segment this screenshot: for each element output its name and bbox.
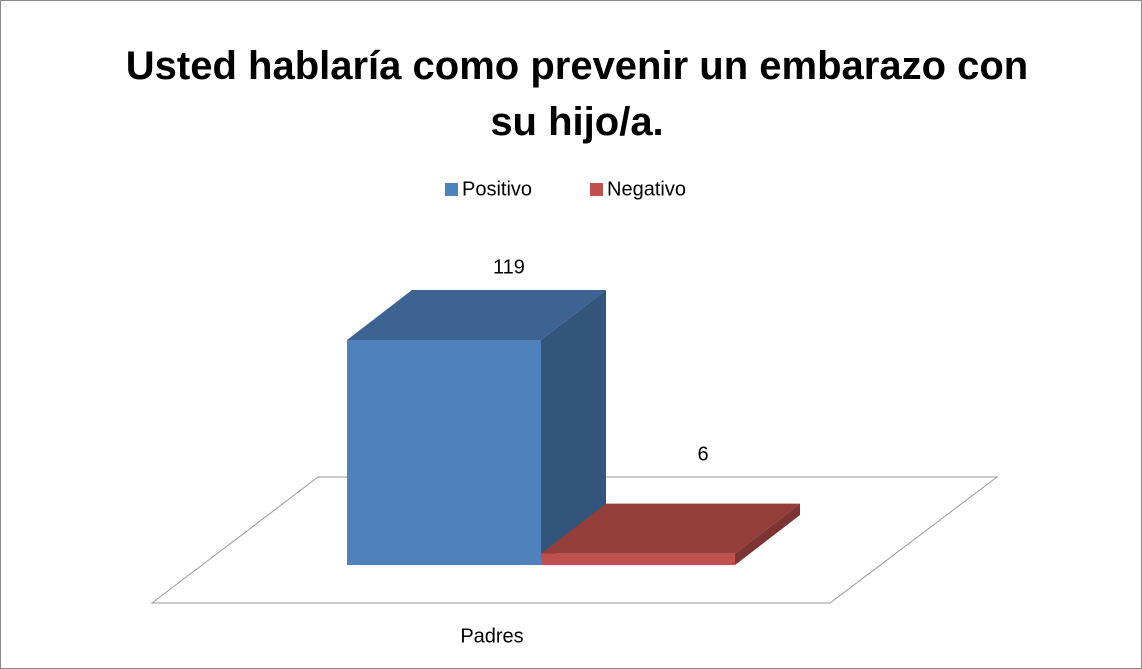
legend-swatch bbox=[590, 183, 603, 196]
x-tick-label: Padres bbox=[460, 625, 523, 647]
bar-front bbox=[541, 553, 735, 565]
data-label: 6 bbox=[697, 443, 708, 465]
bar bbox=[541, 503, 800, 565]
bar-front bbox=[347, 340, 541, 565]
bar bbox=[347, 290, 606, 565]
legend-label: Negativo bbox=[607, 178, 686, 200]
data-label: 119 bbox=[493, 256, 525, 278]
bar-top bbox=[347, 290, 606, 340]
chart-title: Usted hablaría como prevenir un embarazo… bbox=[125, 44, 1029, 144]
legend-label: Positivo bbox=[462, 178, 532, 200]
bar-top bbox=[541, 503, 800, 554]
legend-swatch bbox=[445, 183, 458, 196]
bar-side bbox=[541, 290, 606, 565]
bar-side bbox=[735, 503, 800, 565]
